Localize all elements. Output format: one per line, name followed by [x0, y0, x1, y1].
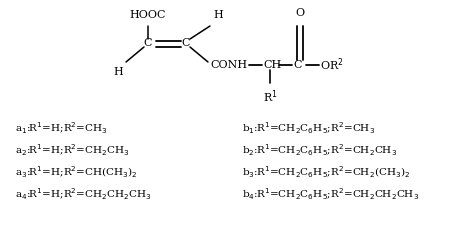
Text: H: H	[113, 67, 123, 77]
Text: a$_3$:R$^1$=H;R$^2$=CH(CH$_3$)$_2$: a$_3$:R$^1$=H;R$^2$=CH(CH$_3$)$_2$	[15, 164, 137, 180]
Text: H: H	[213, 10, 223, 20]
Text: CONH: CONH	[210, 60, 247, 70]
Text: R$^1$: R$^1$	[263, 88, 277, 105]
Text: b$_4$:R$^1$=CH$_2$C$_6$H$_5$;R$^2$=CH$_2$CH$_2$CH$_3$: b$_4$:R$^1$=CH$_2$C$_6$H$_5$;R$^2$=CH$_2…	[242, 186, 419, 202]
Text: b$_3$:R$^1$=CH$_2$C$_6$H$_5$;R$^2$=CH$_2$(CH$_3$)$_2$: b$_3$:R$^1$=CH$_2$C$_6$H$_5$;R$^2$=CH$_2…	[242, 164, 410, 180]
Text: CH: CH	[263, 60, 281, 70]
Text: O: O	[295, 8, 305, 18]
Text: C: C	[144, 38, 152, 48]
Text: b$_1$:R$^1$=CH$_2$C$_6$H$_5$;R$^2$=CH$_3$: b$_1$:R$^1$=CH$_2$C$_6$H$_5$;R$^2$=CH$_3…	[242, 120, 375, 136]
Text: C: C	[293, 60, 301, 70]
Text: b$_2$:R$^1$=CH$_2$C$_6$H$_5$;R$^2$=CH$_2$CH$_3$: b$_2$:R$^1$=CH$_2$C$_6$H$_5$;R$^2$=CH$_2…	[242, 142, 397, 158]
Text: C: C	[182, 38, 190, 48]
Text: OR$^2$: OR$^2$	[320, 57, 344, 73]
Text: a$_1$:R$^1$=H;R$^2$=CH$_3$: a$_1$:R$^1$=H;R$^2$=CH$_3$	[15, 120, 108, 136]
Text: a$_4$:R$^1$=H;R$^2$=CH$_2$CH$_2$CH$_3$: a$_4$:R$^1$=H;R$^2$=CH$_2$CH$_2$CH$_3$	[15, 186, 152, 202]
Text: a$_2$:R$^1$=H;R$^2$=CH$_2$CH$_3$: a$_2$:R$^1$=H;R$^2$=CH$_2$CH$_3$	[15, 142, 130, 158]
Text: HOOC: HOOC	[130, 10, 166, 20]
